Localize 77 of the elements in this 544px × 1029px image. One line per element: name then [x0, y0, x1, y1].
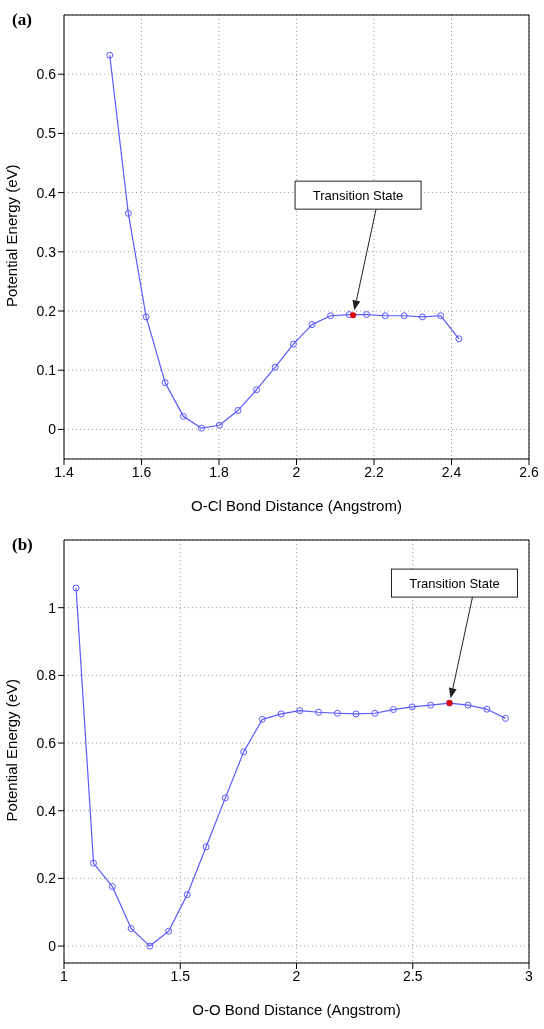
- point: [258, 715, 266, 723]
- point: [253, 386, 261, 394]
- point: [408, 703, 416, 711]
- point: [106, 51, 114, 59]
- point: [296, 707, 304, 715]
- point: [381, 312, 389, 320]
- point: [146, 942, 154, 950]
- point: [327, 312, 335, 320]
- x-tick-label: 1: [60, 967, 69, 984]
- y-tick-label: 0.6: [36, 735, 57, 752]
- point: [352, 710, 360, 718]
- point: [418, 313, 426, 321]
- point: [483, 705, 491, 713]
- x-tick-label: 2: [292, 463, 301, 480]
- y-tick-label: 0.2: [36, 302, 57, 319]
- point: [271, 363, 279, 371]
- point: [124, 209, 132, 217]
- point: [389, 706, 397, 714]
- point: [315, 708, 323, 716]
- point: [221, 794, 229, 802]
- x-tick-label: 2.5: [403, 967, 423, 984]
- y-tick-label: 0.2: [36, 870, 57, 887]
- point: [179, 412, 187, 420]
- point: [127, 924, 135, 932]
- point: [464, 701, 472, 709]
- point: [165, 927, 173, 935]
- y-tick-label: 0.1: [36, 362, 57, 379]
- y-tick-label: 0.4: [36, 184, 57, 201]
- y-tick-label: 0.8: [36, 667, 57, 684]
- x-axis-title: O-Cl Bond Distance (Angstrom): [191, 497, 402, 514]
- x-tick-label: 2.6: [519, 463, 539, 480]
- point: [215, 421, 223, 429]
- x-tick-label: 1.4: [54, 463, 74, 480]
- point: [240, 748, 248, 756]
- point: [350, 312, 357, 319]
- point: [400, 312, 408, 320]
- point: [437, 312, 445, 320]
- y-axis-title: Potential Energy (eV): [3, 678, 21, 822]
- y-tick-label: 0: [48, 421, 57, 438]
- x-tick-label: 1.5: [170, 967, 191, 984]
- y-axis-title: Potential Energy (eV): [3, 164, 21, 307]
- y-tick-label: 0.4: [36, 802, 57, 819]
- point: [308, 321, 316, 329]
- annotation: Transition State: [409, 576, 500, 592]
- point: [333, 709, 341, 717]
- annotation: Transition State: [312, 188, 404, 204]
- x-tick-label: 2.4: [441, 463, 462, 480]
- y-tick-label: 0.3: [36, 243, 57, 260]
- y-tick-label: 0: [48, 938, 57, 955]
- point: [142, 313, 150, 321]
- point: [363, 311, 371, 319]
- point: [277, 710, 285, 718]
- point: [234, 406, 242, 414]
- x-axis-title: O-O Bond Distance (Angstrom): [192, 1001, 401, 1018]
- point: [161, 379, 169, 387]
- point: [183, 891, 191, 899]
- y-tick-label: 0.5: [36, 125, 57, 142]
- point: [371, 709, 379, 717]
- point: [455, 335, 463, 343]
- point: [202, 843, 210, 851]
- x-tick-label: 2.2: [364, 463, 384, 480]
- point: [198, 424, 206, 432]
- point: [72, 584, 80, 592]
- x-tick-label: 2: [292, 967, 301, 984]
- point: [289, 340, 297, 348]
- point: [345, 311, 353, 319]
- point: [90, 859, 98, 867]
- x-tick-label: 1.6: [131, 463, 152, 480]
- point: [502, 714, 510, 722]
- point: [427, 701, 435, 709]
- y-tick-label: 0.6: [36, 66, 57, 83]
- point: [108, 883, 116, 891]
- chart-title: (b): [12, 535, 33, 555]
- x-tick-label: 3: [525, 967, 534, 984]
- x-tick-label: 1.8: [209, 463, 229, 480]
- chart-title: (a): [12, 10, 32, 30]
- y-tick-label: 1: [48, 599, 57, 616]
